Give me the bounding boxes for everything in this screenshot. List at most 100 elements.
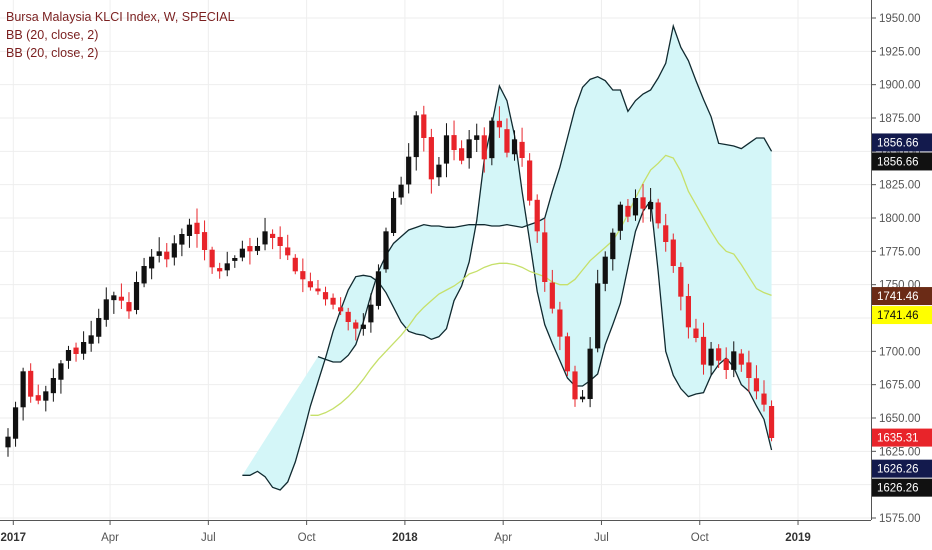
candle-body bbox=[511, 139, 518, 155]
candle-body bbox=[81, 342, 87, 354]
candle-body bbox=[307, 281, 313, 288]
candle-body bbox=[413, 115, 419, 158]
time-tick-label: Jul bbox=[594, 532, 609, 544]
candle-body bbox=[459, 148, 465, 161]
price-tick-label: 1925.00 bbox=[879, 46, 921, 58]
candle-body bbox=[50, 378, 56, 394]
candle-body bbox=[693, 328, 699, 338]
candle-body bbox=[179, 234, 185, 245]
candle-body bbox=[88, 335, 94, 344]
candle-body bbox=[118, 296, 124, 301]
time-tick-label: Oct bbox=[298, 532, 317, 544]
candle-body bbox=[353, 322, 359, 329]
candle-body bbox=[12, 407, 19, 439]
candle-body bbox=[239, 248, 245, 258]
candle-body bbox=[383, 231, 389, 270]
time-tick-label: Apr bbox=[494, 532, 512, 544]
candle-body bbox=[406, 156, 412, 185]
candle-body bbox=[156, 251, 162, 256]
candle-body bbox=[481, 135, 487, 160]
candle-body bbox=[708, 348, 714, 366]
price-labels: 1856.66 1856.66 1741.46 1741.46 1635.31 1626.… bbox=[872, 133, 932, 497]
candle-body bbox=[670, 239, 676, 266]
band-fill-area bbox=[242, 26, 772, 490]
candle-body bbox=[731, 351, 737, 370]
price-label-box bbox=[872, 133, 932, 152]
candle-body bbox=[398, 184, 404, 198]
candle-body bbox=[217, 268, 223, 272]
candle-body bbox=[345, 311, 351, 322]
price-label: 1741.46 bbox=[877, 291, 919, 303]
candle-body bbox=[285, 247, 291, 256]
candle-body bbox=[761, 393, 767, 405]
candle-body bbox=[141, 266, 147, 284]
bollinger-bands bbox=[242, 23, 773, 491]
candle-body bbox=[20, 371, 26, 408]
price-tick-label: 1875.00 bbox=[879, 113, 921, 125]
candle-body bbox=[443, 135, 450, 164]
price-tick-label: 1650.00 bbox=[879, 413, 921, 425]
candle-body bbox=[572, 371, 578, 400]
indicator-label-1: BB (20, close, 2) bbox=[6, 28, 99, 42]
candle-body bbox=[557, 309, 563, 337]
candle-body bbox=[133, 282, 140, 310]
candle-body bbox=[65, 350, 72, 361]
candle-body bbox=[504, 129, 510, 153]
candle-body bbox=[738, 353, 744, 365]
candle-body bbox=[421, 114, 427, 138]
time-tick-label: Apr bbox=[101, 532, 119, 544]
candle-body bbox=[466, 139, 472, 159]
candle-body bbox=[224, 263, 230, 271]
gridlines bbox=[0, 0, 871, 520]
price-axis-bg bbox=[871, 0, 932, 550]
time-axis[interactable]: 2017 Apr Jul Oct 2018 Apr Jul Oct 2019 bbox=[0, 520, 871, 544]
candle-body bbox=[171, 243, 177, 258]
candle-body bbox=[277, 236, 283, 246]
candlestick-series bbox=[5, 105, 775, 457]
band-basis-line bbox=[310, 154, 772, 416]
candle-body bbox=[186, 224, 193, 236]
price-tick-label: 1950.00 bbox=[879, 13, 921, 25]
candle-body bbox=[746, 362, 752, 378]
candle-body bbox=[640, 197, 646, 209]
indicator-label-2: BB (20, close, 2) bbox=[6, 46, 99, 60]
price-label-box bbox=[872, 478, 932, 497]
candle-body bbox=[232, 258, 238, 261]
candle-body bbox=[103, 299, 109, 320]
price-label-box bbox=[872, 428, 932, 447]
candle-body bbox=[375, 271, 382, 306]
candle-body bbox=[716, 348, 722, 361]
price-tick-label: 1625.00 bbox=[879, 446, 921, 458]
candle-body bbox=[322, 292, 329, 300]
time-tick-label: Oct bbox=[691, 532, 710, 544]
candle-body bbox=[73, 347, 79, 354]
candle-body bbox=[678, 266, 684, 297]
price-tick-label: 1900.00 bbox=[879, 80, 921, 92]
candle-body bbox=[768, 406, 775, 438]
candle-body bbox=[534, 199, 540, 232]
candle-body bbox=[602, 256, 608, 284]
candle-body bbox=[35, 395, 41, 401]
time-tick-label: 2018 bbox=[392, 532, 418, 544]
candle-body bbox=[632, 198, 639, 216]
candle-body bbox=[542, 232, 548, 282]
candle-body bbox=[390, 198, 397, 234]
candle-body bbox=[587, 348, 593, 400]
price-label-box bbox=[872, 152, 932, 171]
candle-body bbox=[428, 137, 434, 180]
candle-body bbox=[700, 336, 707, 365]
candle-body bbox=[126, 302, 132, 312]
candle-body bbox=[579, 396, 586, 400]
candle-body bbox=[527, 160, 533, 201]
candle-body bbox=[96, 318, 102, 337]
candle-body bbox=[549, 282, 555, 309]
candle-body bbox=[519, 141, 525, 158]
candle-body bbox=[111, 295, 117, 301]
candle-body bbox=[496, 120, 502, 128]
candle-body bbox=[330, 297, 336, 305]
price-tick-label: 1825.00 bbox=[879, 180, 921, 192]
price-tick-label: 1675.00 bbox=[879, 380, 921, 392]
band-lower-line bbox=[242, 84, 773, 491]
price-label-box bbox=[872, 306, 932, 325]
